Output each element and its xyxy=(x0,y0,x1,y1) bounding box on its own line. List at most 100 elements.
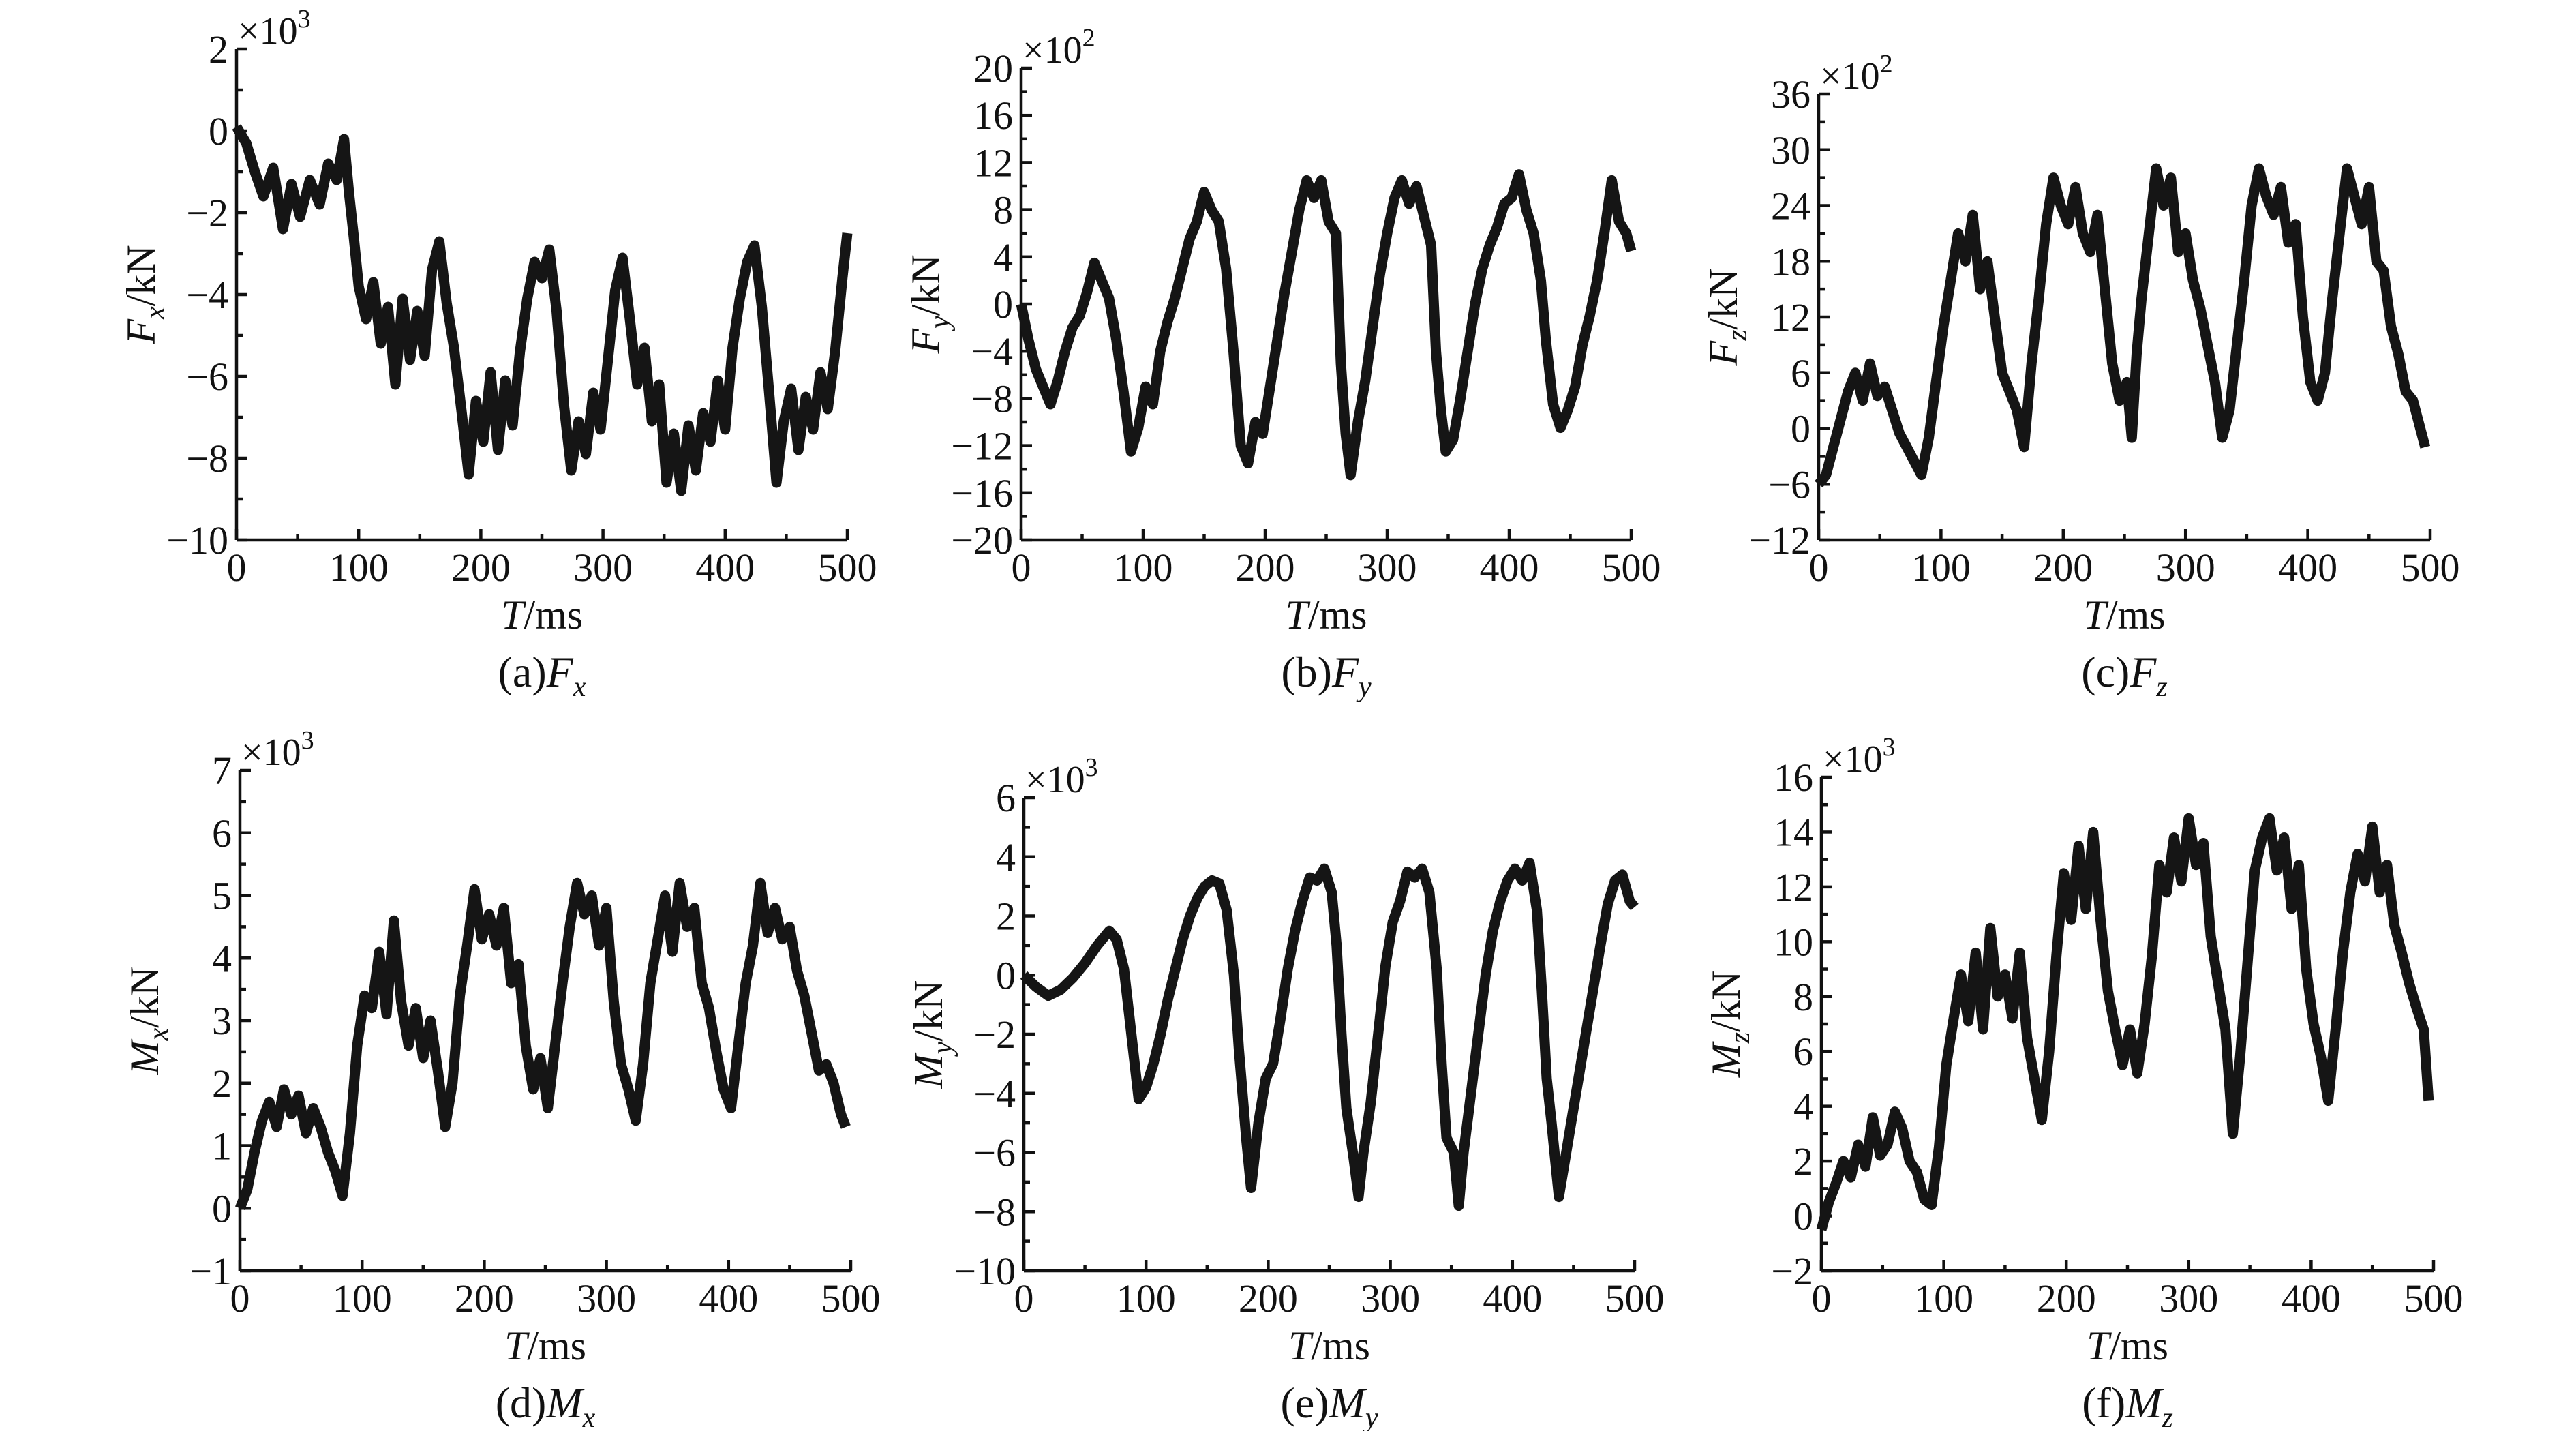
series-line xyxy=(1815,163,2431,487)
panel-e-my: 0 100 200 300 400 500 6 4 2 0 −2 −4 −6 −8 −10 ×103 My/kN… xyxy=(906,753,1665,1431)
y-tick-label: 6 xyxy=(1791,351,1810,395)
caption-var: F xyxy=(2129,648,2157,696)
x-label-var: T xyxy=(2083,592,2108,637)
axis-multiplier: ×102 xyxy=(1022,24,1095,72)
y-axis-label: My/kN xyxy=(906,980,958,1089)
y-tick-label: −2 xyxy=(973,1012,1016,1057)
panel-caption: (e)My xyxy=(1281,1379,1378,1431)
series-line xyxy=(1016,169,1637,481)
x-label-var: T xyxy=(501,592,526,637)
y-tick-label: 5 xyxy=(212,874,232,918)
x-axis-label: T/ms xyxy=(2083,592,2165,637)
caption-var: F xyxy=(1331,648,1359,696)
y-axis-label: Mz/kN xyxy=(1703,971,1756,1078)
y-label-var: M xyxy=(122,1038,167,1075)
y-tick-label: 16 xyxy=(1774,755,1813,800)
y-axis-label: Fx/kN xyxy=(119,245,171,344)
x-label-var: T xyxy=(1288,1323,1314,1368)
x-tick-label: 500 xyxy=(2404,1276,2464,1321)
y-label-var: F xyxy=(1701,340,1746,367)
x-tick-label: 200 xyxy=(451,545,511,590)
x-axis-label: T/ms xyxy=(2087,1323,2168,1368)
y-tick-label: −4 xyxy=(186,273,228,317)
x-tick-label: 100 xyxy=(1914,1276,1973,1321)
y-label-sub: z xyxy=(1725,1032,1756,1044)
y-tick-label: 18 xyxy=(1771,239,1810,284)
y-tick-label: 7 xyxy=(212,749,232,793)
y-tick-label: −20 xyxy=(951,518,1013,562)
y-tick-label: −6 xyxy=(973,1131,1016,1175)
multiplier-exponent: 2 xyxy=(1082,24,1095,52)
multiplier-exponent: 3 xyxy=(301,726,314,755)
x-label-unit: /ms xyxy=(1308,592,1367,637)
series-line xyxy=(1816,813,2434,1231)
y-axis-label: Fy/kN xyxy=(903,254,956,354)
x-tick-label: 200 xyxy=(1239,1276,1298,1321)
multiplier-exponent: 3 xyxy=(298,5,311,33)
multiplier-base: ×10 xyxy=(241,732,301,774)
panel-a-fx: 0 100 200 300 400 50020−2−4−6−8−10×103Fx/kNT/… xyxy=(119,5,877,703)
y-label-sub: x xyxy=(143,1027,175,1041)
multiplier-base: ×10 xyxy=(1823,738,1883,781)
multiplier-base: ×10 xyxy=(1025,759,1085,801)
x-tick-label: 400 xyxy=(2282,1276,2341,1321)
x-tick-label: 500 xyxy=(818,545,877,590)
y-label-unit: /kN xyxy=(1701,268,1746,329)
y-tick-label: −6 xyxy=(186,355,228,399)
y-label-unit: /kN xyxy=(122,967,167,1028)
caption-prefix: (d) xyxy=(496,1379,547,1427)
y-tick-label: −1 xyxy=(190,1249,232,1293)
caption-var: M xyxy=(2125,1379,2164,1427)
y-tick-label: 0 xyxy=(993,282,1013,327)
multiplier-base: ×10 xyxy=(1022,29,1082,72)
y-label-var: F xyxy=(903,328,948,355)
panel-caption: (b)Fy xyxy=(1281,648,1372,703)
x-tick-label: 500 xyxy=(821,1276,881,1321)
y-tick-label: 12 xyxy=(1771,295,1810,340)
y-tick-label: 10 xyxy=(1774,920,1813,964)
x-axis-label: T/ms xyxy=(1285,592,1367,637)
x-tick-label: 0 xyxy=(1812,1276,1832,1321)
panel-caption: (a)Fx xyxy=(498,648,586,703)
y-label-sub: z xyxy=(1722,329,1753,341)
multiplier-exponent: 3 xyxy=(1883,733,1896,762)
y-tick-label: 16 xyxy=(973,93,1013,138)
x-tick-label: 500 xyxy=(1602,545,1661,590)
x-tick-label: 0 xyxy=(1014,1276,1034,1321)
caption-prefix: (a) xyxy=(498,648,547,696)
y-label-var: F xyxy=(119,318,164,345)
y-tick-label: 0 xyxy=(1791,407,1810,451)
y-tick-label: −4 xyxy=(971,329,1013,374)
y-tick-label: 12 xyxy=(1774,865,1813,909)
y-tick-label: −4 xyxy=(973,1072,1016,1116)
y-tick-label: 4 xyxy=(212,936,232,980)
axis-multiplier: ×103 xyxy=(1823,733,1896,781)
x-tick-label: 200 xyxy=(455,1276,514,1321)
panel-d-mx: 0 100 200 300 400 50076543210−1×103Mx/kNT/ms(… xyxy=(122,726,881,1431)
x-tick-label: 100 xyxy=(329,545,389,590)
x-label-var: T xyxy=(504,1323,530,1368)
x-tick-label: 200 xyxy=(2033,545,2093,590)
axis-multiplier: ×102 xyxy=(1820,50,1893,97)
y-tick-label: 0 xyxy=(209,109,228,153)
panel-caption: (d)Mx xyxy=(496,1379,596,1431)
y-tick-label: 2 xyxy=(1793,1139,1813,1184)
axis-multiplier: ×103 xyxy=(238,5,311,52)
x-tick-label: 400 xyxy=(695,545,755,590)
y-tick-label: −16 xyxy=(951,471,1013,515)
y-tick-label: −2 xyxy=(1771,1249,1813,1293)
caption-sub: x xyxy=(582,1402,596,1431)
caption-prefix: (b) xyxy=(1281,648,1332,696)
x-label-unit: /ms xyxy=(2109,1323,2168,1368)
y-tick-label: 14 xyxy=(1774,810,1813,854)
x-tick-label: 100 xyxy=(1117,1276,1176,1321)
x-label-unit: /ms xyxy=(524,592,583,637)
y-tick-label: 6 xyxy=(1793,1029,1813,1074)
x-label-unit: /ms xyxy=(1311,1323,1370,1368)
y-tick-label: 0 xyxy=(1793,1194,1813,1239)
caption-sub: x xyxy=(573,672,586,703)
multiplier-base: ×10 xyxy=(238,10,298,52)
x-tick-label: 300 xyxy=(2159,1276,2218,1321)
panel-c-fz: 0 100 200 300 400 500363024181260−6−12×102Fz/… xyxy=(1701,50,2460,703)
